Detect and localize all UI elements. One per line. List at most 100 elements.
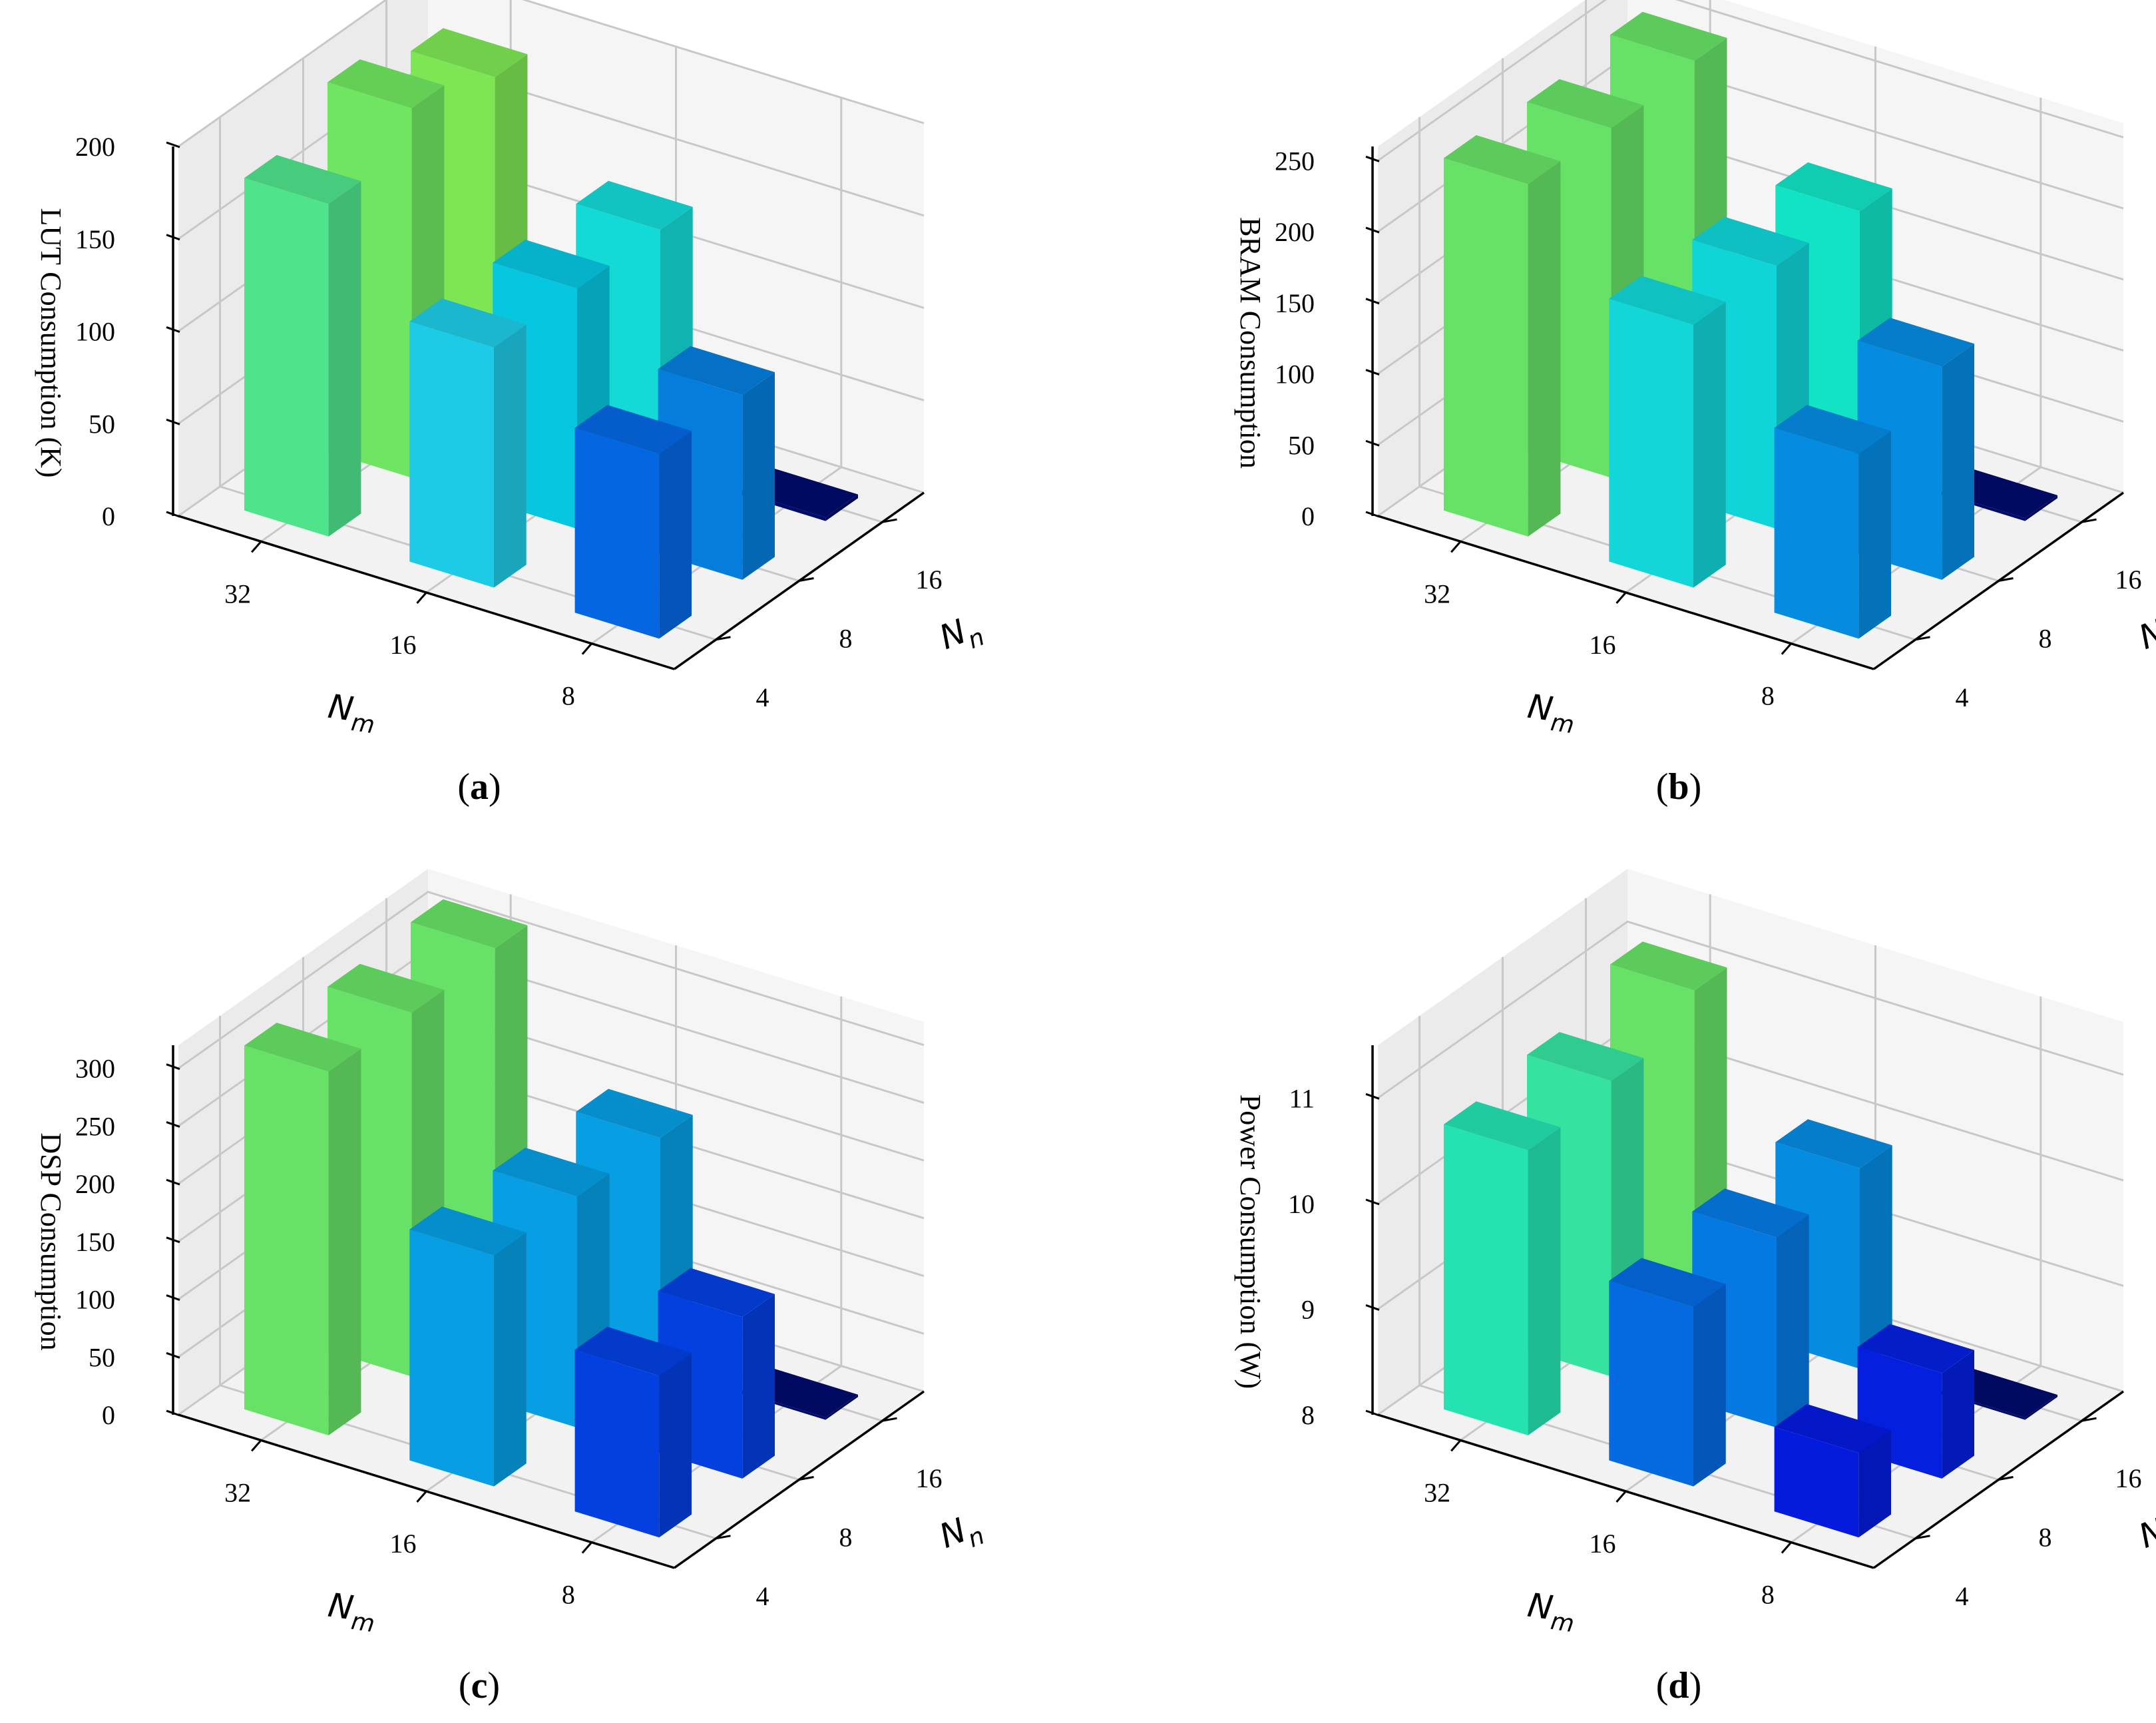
- nm-tick-label: 32: [1424, 1477, 1450, 1507]
- bar: [1444, 135, 1561, 537]
- nm-tick-label: 16: [390, 1529, 417, 1559]
- caption-paren-open: (: [1656, 1665, 1669, 1706]
- z-tick-mark: [166, 141, 180, 148]
- bar-front-face: [1774, 1427, 1859, 1538]
- caption-paren-close: ): [489, 766, 501, 808]
- bar: [409, 298, 527, 588]
- z-tick-mark: [1365, 369, 1380, 375]
- bar-side-face: [1860, 1145, 1892, 1369]
- bar-top-face: [1610, 11, 1727, 61]
- z-tick-mark: [1365, 1198, 1380, 1206]
- nn-tick-label: 16: [916, 1463, 943, 1493]
- z-tick-label: 150: [75, 1227, 115, 1257]
- bar-top-face: [574, 405, 692, 454]
- nm-tick-mark: [1616, 592, 1627, 604]
- nn-tick-label: 4: [756, 682, 769, 712]
- bar-top-face: [327, 59, 445, 109]
- nm-tick-label: 16: [1590, 630, 1616, 660]
- nm-tick-label: 32: [1424, 579, 1450, 609]
- nn-axis-title-main: N: [2133, 612, 2156, 657]
- z-axis-title: BRAM Consumption: [1234, 217, 1267, 469]
- caption-paren-open: (: [457, 766, 470, 808]
- nn-tick-label: 16: [916, 565, 943, 595]
- bar: [574, 405, 692, 639]
- bar-top-face: [1857, 318, 1974, 367]
- nm-axis-title-main: N: [1525, 687, 1555, 729]
- z-axis-title: DSP Consumption: [35, 1132, 67, 1350]
- bar: [574, 1326, 692, 1538]
- bar-top-face: [411, 28, 528, 77]
- z-tick-mark: [1365, 1304, 1380, 1311]
- bar-side-face: [1942, 344, 1974, 580]
- z-gridline: [1377, 920, 2124, 1099]
- panel-d: 8 9 10 11 32 16 8 4 8 16 Nm Nn Power Consumption (W)…: [1234, 869, 2156, 1706]
- bar-side-face: [328, 1049, 361, 1435]
- bar-side-face: [494, 1232, 527, 1487]
- z-tick-label: 250: [75, 1111, 115, 1141]
- bar-side-face: [1693, 302, 1726, 588]
- nm-tick-label: 8: [1761, 681, 1775, 711]
- nm-tick-label: 16: [390, 630, 417, 660]
- z-tick-mark: [166, 1352, 180, 1359]
- nn-gridline: [1418, 1015, 1916, 1540]
- nm-axis-title-main: N: [1525, 1586, 1555, 1628]
- bar-side-face: [742, 372, 775, 580]
- nn-tick-mark: [1915, 1535, 1930, 1540]
- nn-axis-title: Nn: [934, 1505, 988, 1563]
- bar-top-face: [1527, 79, 1644, 128]
- z-axis-title: Power Consumption (W): [1234, 1095, 1267, 1389]
- nn-gridline: [219, 1015, 716, 1540]
- nn-tick-label: 8: [2039, 1523, 2052, 1553]
- bar-front-face: [574, 427, 660, 639]
- caption-letter: a: [470, 766, 489, 808]
- nm-axis-title: Nm: [325, 1586, 379, 1638]
- nm-tick-mark: [1616, 1491, 1627, 1503]
- z-tick-label: 50: [89, 1342, 115, 1372]
- bar-side-face: [659, 431, 692, 639]
- nm-tick-mark: [1781, 642, 1792, 655]
- z-tick-label: 11: [1289, 1083, 1315, 1113]
- z-tick-label: 9: [1301, 1294, 1315, 1324]
- nm-tick-label: 16: [1590, 1529, 1616, 1559]
- nn-tick-label: 8: [2039, 624, 2052, 654]
- bar-top-face: [411, 899, 528, 949]
- nm-tick-mark: [251, 1439, 262, 1452]
- nn-tick-label: 8: [839, 624, 853, 654]
- nm-axis-title-sub: m: [1549, 1608, 1576, 1638]
- panel-caption: (d): [1656, 1665, 1701, 1706]
- panel-caption: (a): [457, 766, 501, 808]
- nm-tick-label: 32: [224, 579, 251, 609]
- bar: [1774, 405, 1891, 639]
- z-tick-mark: [1365, 439, 1380, 447]
- bar: [1774, 1403, 1891, 1538]
- z-tick-label: 100: [75, 1285, 115, 1315]
- nn-tick-mark: [799, 577, 814, 582]
- bar-top-face: [1775, 1119, 1892, 1168]
- nm-axis-title-main: N: [325, 687, 355, 729]
- nm-tick-mark: [416, 1491, 427, 1503]
- z-tick-label: 100: [75, 317, 115, 347]
- bar-front-face: [1609, 298, 1693, 588]
- bar-top-face: [493, 240, 610, 289]
- nn-tick-mark: [716, 636, 731, 641]
- bar-top-face: [327, 963, 445, 1013]
- bar-front-face: [1444, 158, 1528, 537]
- nn-axis-title-sub: n: [964, 623, 988, 654]
- nm-tick-mark: [1781, 1541, 1792, 1554]
- nm-tick-label: 8: [562, 1580, 575, 1610]
- caption-letter: c: [471, 1665, 488, 1706]
- bar-front-face: [1774, 427, 1859, 639]
- z-tick-label: 0: [1301, 501, 1315, 531]
- z-axis-title: LUT Consumption (K): [35, 208, 67, 478]
- nm-tick-mark: [581, 642, 592, 655]
- z-tick-label: 0: [102, 1400, 115, 1430]
- bar: [244, 1023, 361, 1435]
- bar-side-face: [328, 181, 361, 537]
- bar: [658, 1268, 775, 1479]
- bar-side-face: [1777, 1214, 1809, 1428]
- bar-side-face: [742, 1294, 775, 1479]
- nn-gridline: [219, 117, 716, 641]
